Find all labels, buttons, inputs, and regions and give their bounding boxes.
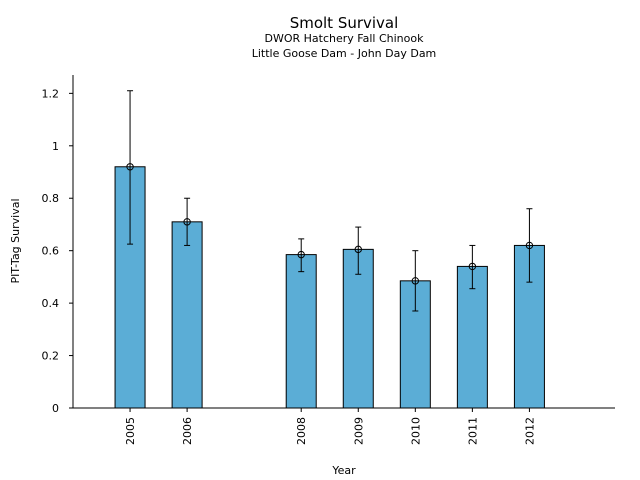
y-tick-label-6: 1.2 bbox=[42, 87, 60, 100]
x-tick-label-2008: 2008 bbox=[295, 417, 308, 445]
chart-subtitle-line-2: Little Goose Dam - John Day Dam bbox=[252, 47, 437, 60]
x-tick-label-2010: 2010 bbox=[409, 417, 422, 445]
x-tick-label-2005: 2005 bbox=[124, 417, 137, 445]
y-tick-label-1: 0.2 bbox=[42, 350, 60, 363]
chart-title: Smolt Survival bbox=[290, 14, 399, 32]
y-tick-label-0: 0 bbox=[52, 402, 59, 415]
y-tick-label-3: 0.6 bbox=[42, 245, 60, 258]
point-marker-2009 bbox=[354, 245, 362, 254]
point-marker-2005 bbox=[126, 163, 134, 171]
bar-2008 bbox=[285, 254, 317, 409]
bar-2006 bbox=[171, 221, 203, 409]
y-axis-label: PIT-Tag Survival bbox=[9, 198, 22, 283]
y-tick-label-5: 1 bbox=[52, 140, 59, 153]
point-marker-2011 bbox=[468, 262, 477, 271]
y-tick-label-2: 0.4 bbox=[42, 297, 60, 310]
point-marker-2010 bbox=[411, 277, 420, 285]
chart-subtitle-line-1: DWOR Hatchery Fall Chinook bbox=[265, 32, 425, 45]
x-tick-label-2012: 2012 bbox=[523, 417, 536, 445]
point-marker-2012 bbox=[525, 241, 534, 250]
x-tick-label-2009: 2009 bbox=[352, 417, 365, 445]
point-marker-2008 bbox=[297, 250, 305, 259]
x-axis-label: Year bbox=[331, 464, 356, 477]
plot-area: 2005 2006 2008 2009 2010 2011 2012 0 0.2 0.4 0.6 0.… bbox=[42, 75, 615, 445]
x-tick-label-2006: 2006 bbox=[181, 417, 194, 445]
point-marker-2006 bbox=[183, 218, 191, 226]
y-tick-label-4: 0.8 bbox=[42, 192, 60, 205]
x-tick-label-2011: 2011 bbox=[466, 417, 479, 445]
bar-2011 bbox=[456, 265, 488, 409]
